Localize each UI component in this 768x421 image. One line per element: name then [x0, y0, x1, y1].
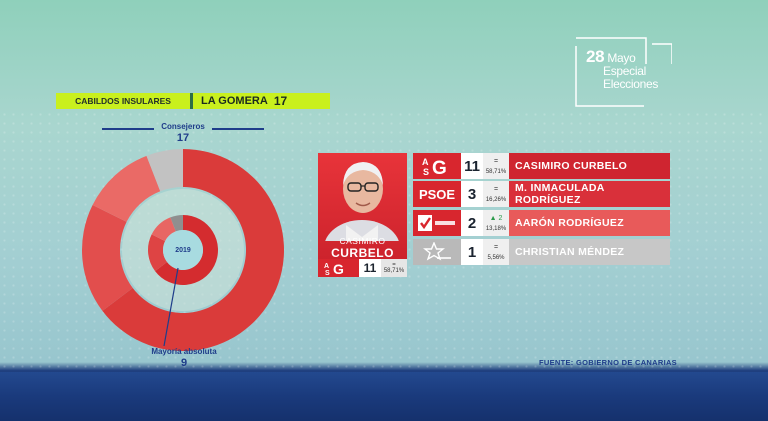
party-cell [413, 239, 461, 265]
island-label: LA GOMERA 17 [193, 93, 330, 109]
party-percent-box: ▲ 2 13,18% [483, 210, 509, 236]
party-cell [413, 210, 461, 236]
candidate-name: CHRISTIAN MÉNDEZ [509, 239, 670, 265]
candidate-photo [325, 162, 399, 241]
seat-change: = [493, 185, 499, 193]
result-row: 2 ▲ 2 13,18% AARÓN RODRÍGUEZ [413, 210, 670, 236]
inner-segment-psoe [148, 234, 168, 272]
vote-percent: 58,71% [485, 168, 507, 175]
majority-label: Mayoría absoluta [151, 347, 217, 356]
seat-change: = [493, 157, 499, 165]
island-name: LA GOMERA [201, 95, 268, 107]
party-percent-box: = 5,56% [483, 239, 509, 265]
candidate-first-name: CASIMIRO [339, 236, 386, 246]
vote-percent: 13,18% [485, 225, 507, 232]
candidate-percent: 58,71% [383, 268, 405, 274]
svg-text:A: A [324, 263, 329, 270]
svg-text:S: S [325, 270, 330, 275]
section-header: CABILDOS INSULARES LA GOMERA 17 [56, 93, 330, 109]
featured-candidate-card: CASIMIRO CURBELO A S G 11 = 58,71% [318, 153, 407, 277]
consejeros-line-right [212, 128, 264, 130]
logo-line2: Especial [603, 64, 646, 78]
party-percent-box: = 58,71% [483, 153, 509, 179]
consejeros-value: 17 [176, 132, 190, 144]
candidate-last-name: CURBELO [331, 246, 394, 260]
party-seats: 11 [461, 153, 483, 179]
logo-frame-icon [575, 37, 672, 107]
candidate-name: CASIMIRO CURBELO [509, 153, 670, 179]
source-note: FUENTE: GOBIERNO DE CANARIAS [539, 358, 677, 367]
party-seats: 2 [461, 210, 483, 236]
check-party-logo-icon [418, 215, 455, 231]
asg-logo-icon: A S G [318, 259, 359, 277]
inner-segment-third [151, 217, 176, 242]
inner-segment-fourth [170, 215, 183, 232]
result-row: 1 = 5,56% CHRISTIAN MÉNDEZ [413, 239, 670, 265]
previous-results-ring [148, 215, 218, 285]
vote-percent: 5,56% [487, 254, 505, 261]
candidate-seats: 11 [359, 259, 381, 277]
consejeros-line-left [102, 128, 154, 130]
logo-month: Mayo [607, 51, 636, 65]
svg-text:S: S [423, 167, 429, 176]
candidate-change: = [392, 262, 396, 268]
logo-date: 28 [586, 47, 605, 66]
svg-text:G: G [432, 158, 447, 176]
segment-asg [102, 149, 284, 351]
consejeros-label: Consejeros [161, 122, 205, 131]
svg-text:G: G [333, 261, 344, 275]
segment-third [92, 155, 161, 222]
seats-donut-chart: 2019 [81, 149, 284, 351]
bottom-band [0, 372, 768, 421]
candidate-percent-box: = 58,71% [381, 259, 407, 277]
star-party-logo-icon [423, 242, 451, 261]
header-divider [190, 93, 193, 109]
seat-change: ▲ 2 [489, 214, 503, 222]
party-name: PSOE [418, 186, 456, 202]
party-cell: PSOE [413, 181, 461, 207]
candidate-result-strip: A S G 11 = 58,71% [318, 259, 407, 277]
asg-logo-icon: AS G [422, 157, 447, 176]
inner-segment-asg [155, 215, 218, 285]
current-results-ring [81, 149, 284, 351]
result-row: A S G 11 = 58,71% CASIMIRO CURBELO [413, 153, 670, 179]
party-seats: 1 [461, 239, 483, 265]
island-total: 17 [273, 94, 288, 108]
majority-value: 9 [180, 357, 188, 369]
segment-psoe [81, 204, 133, 311]
candidate-name: AARÓN RODRÍGUEZ [509, 210, 670, 236]
majority-pointer [163, 267, 179, 347]
party-seats: 3 [461, 181, 483, 207]
vote-percent: 16,26% [485, 196, 507, 203]
svg-text:A: A [422, 157, 429, 167]
section-label: CABILDOS INSULARES [56, 93, 190, 109]
elecciones-logo: 28 Mayo Especial Elecciones [574, 36, 672, 108]
center-year: 2019 [175, 247, 191, 254]
inner-hole [163, 230, 203, 270]
candidate-name: M. INMACULADA RODRÍGUEZ [509, 181, 670, 207]
result-row: PSOE 3 = 16,26% M. INMACULADA RODRÍGUEZ [413, 181, 670, 207]
logo-line3: Elecciones [603, 77, 659, 91]
seat-change: = [493, 243, 499, 251]
party-percent-box: = 16,26% [483, 181, 509, 207]
segment-fourth [146, 149, 183, 192]
